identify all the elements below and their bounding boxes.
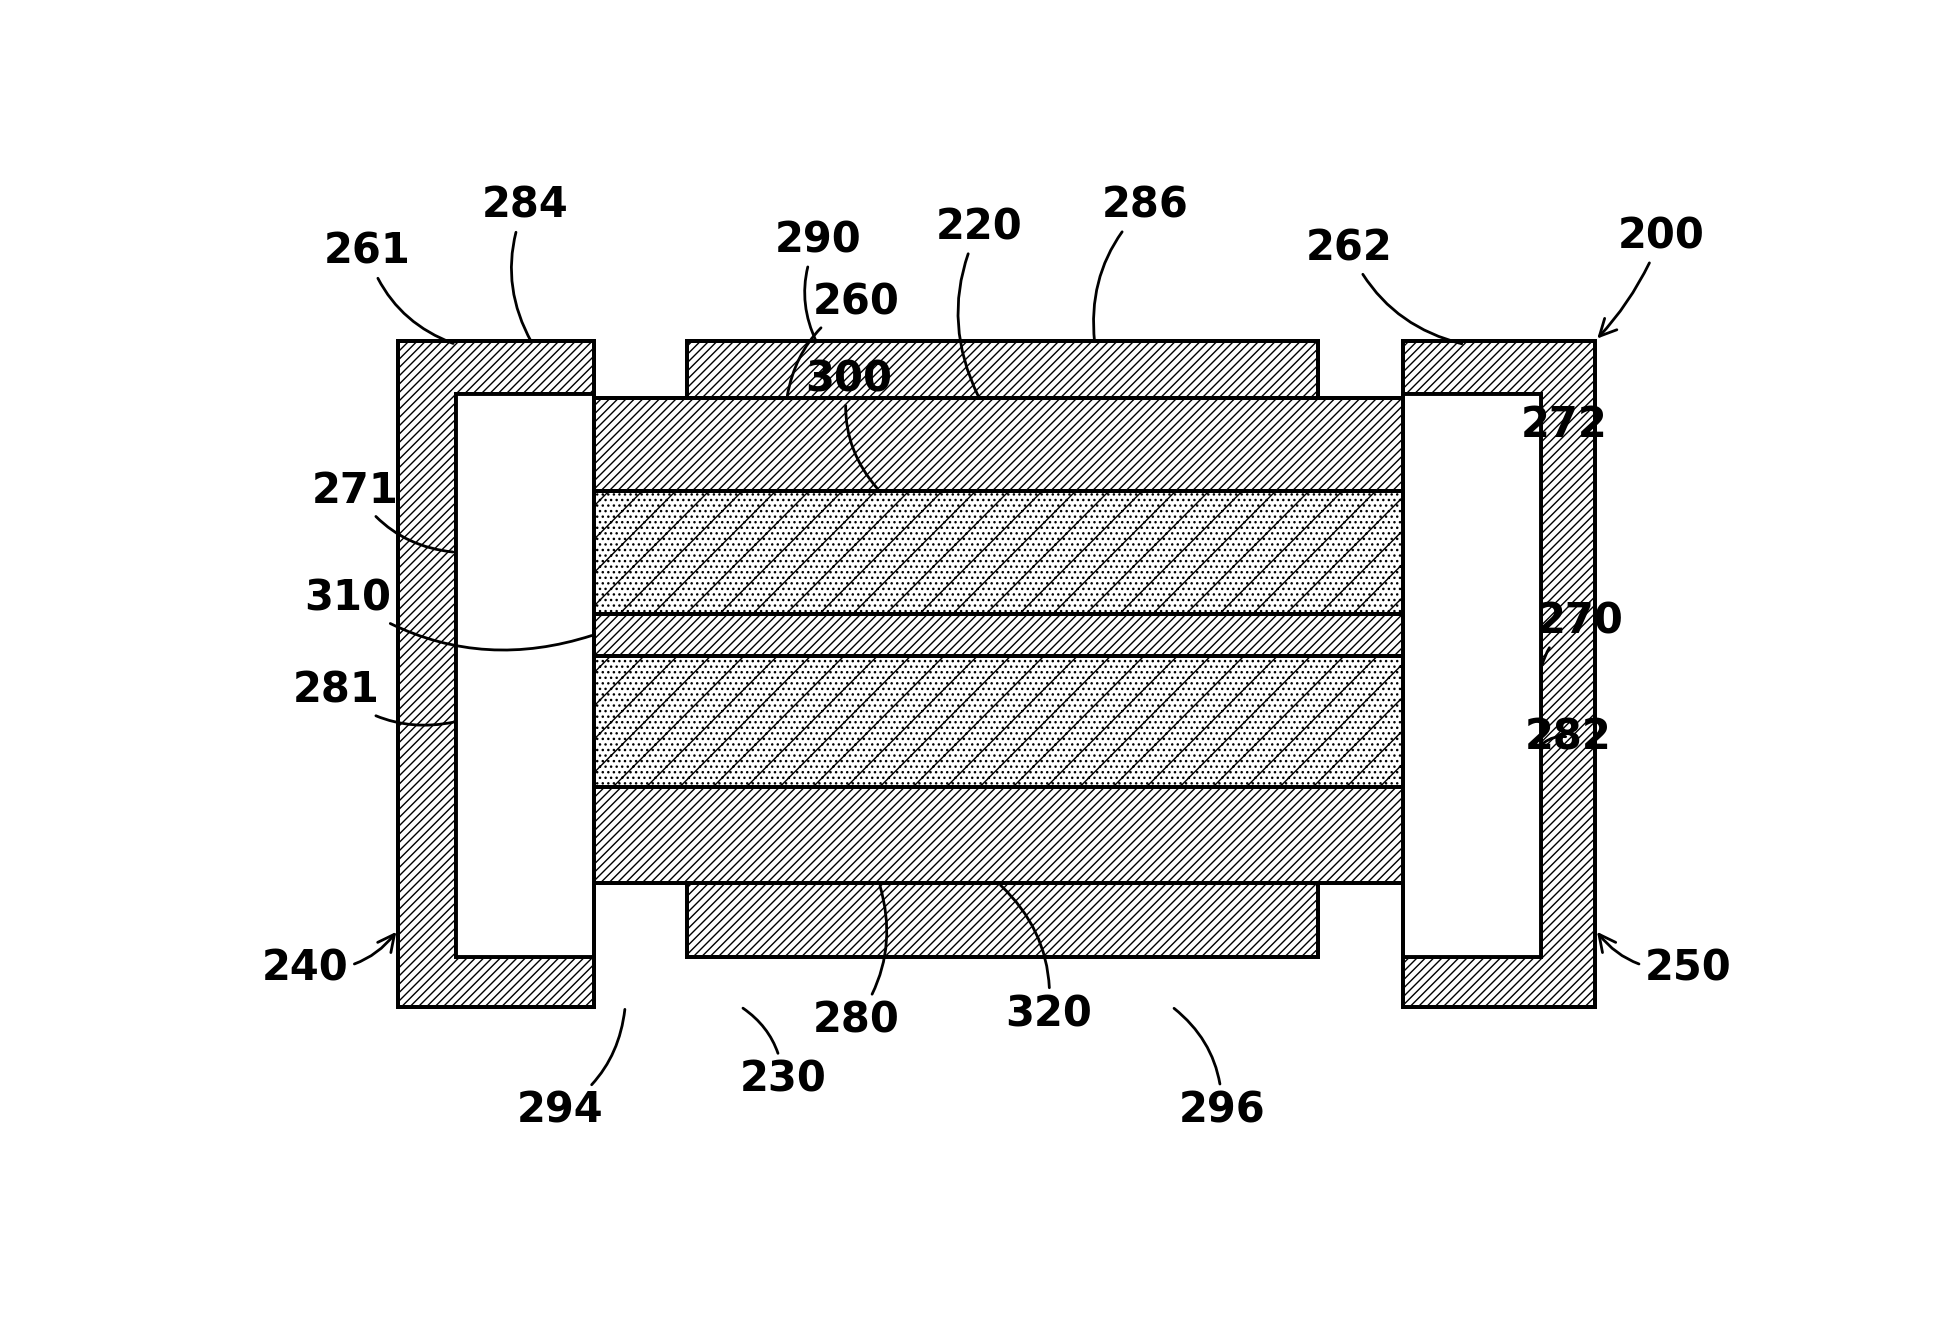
Bar	[1404, 395, 1542, 956]
Text: 271: 271	[313, 469, 453, 552]
Bar	[455, 398, 595, 614]
Text: 261: 261	[325, 231, 453, 343]
Bar	[595, 614, 1404, 656]
Text: 281: 281	[294, 670, 453, 725]
Text: 262: 262	[1306, 227, 1462, 343]
Text: 310: 310	[305, 577, 591, 650]
Bar	[595, 614, 1404, 656]
Bar	[1404, 883, 1542, 956]
Bar	[686, 340, 1318, 398]
Bar	[595, 656, 1404, 787]
Bar	[1404, 395, 1542, 398]
Bar	[399, 340, 595, 1007]
Bar	[455, 395, 595, 956]
Text: 320: 320	[1001, 886, 1093, 1035]
Bar	[686, 883, 1318, 956]
Bar	[455, 883, 595, 956]
Bar	[1404, 395, 1542, 956]
Text: 250: 250	[1598, 934, 1732, 990]
Bar	[1404, 656, 1542, 883]
Text: 296: 296	[1174, 1008, 1266, 1132]
Bar	[595, 398, 1404, 491]
Bar	[595, 787, 1404, 883]
Bar	[399, 340, 595, 1007]
Bar	[595, 787, 1404, 883]
Text: 200: 200	[1600, 215, 1705, 336]
Text: 294: 294	[517, 1009, 624, 1132]
Text: 270: 270	[1536, 601, 1623, 665]
Text: 280: 280	[813, 886, 900, 1041]
Bar	[455, 395, 595, 956]
Text: 220: 220	[935, 206, 1023, 396]
Text: 282: 282	[1524, 716, 1612, 758]
Bar	[1404, 614, 1542, 656]
Bar	[686, 883, 1318, 956]
Bar	[455, 656, 595, 883]
Bar	[595, 491, 1404, 614]
Bar	[595, 491, 1404, 614]
Bar	[455, 395, 595, 398]
Bar	[1404, 340, 1596, 1007]
Text: 290: 290	[774, 219, 861, 342]
Bar	[595, 656, 1404, 787]
Text: 240: 240	[262, 934, 395, 990]
Text: 260: 260	[787, 281, 900, 395]
Bar	[595, 398, 1404, 491]
Text: 272: 272	[1522, 404, 1608, 452]
Text: 286: 286	[1094, 185, 1188, 342]
Bar	[1404, 340, 1596, 1007]
Bar	[686, 340, 1318, 398]
Text: 300: 300	[805, 358, 892, 488]
Text: 230: 230	[739, 1008, 826, 1101]
Text: 284: 284	[482, 185, 568, 342]
Bar	[1404, 398, 1542, 614]
Bar	[455, 614, 595, 656]
